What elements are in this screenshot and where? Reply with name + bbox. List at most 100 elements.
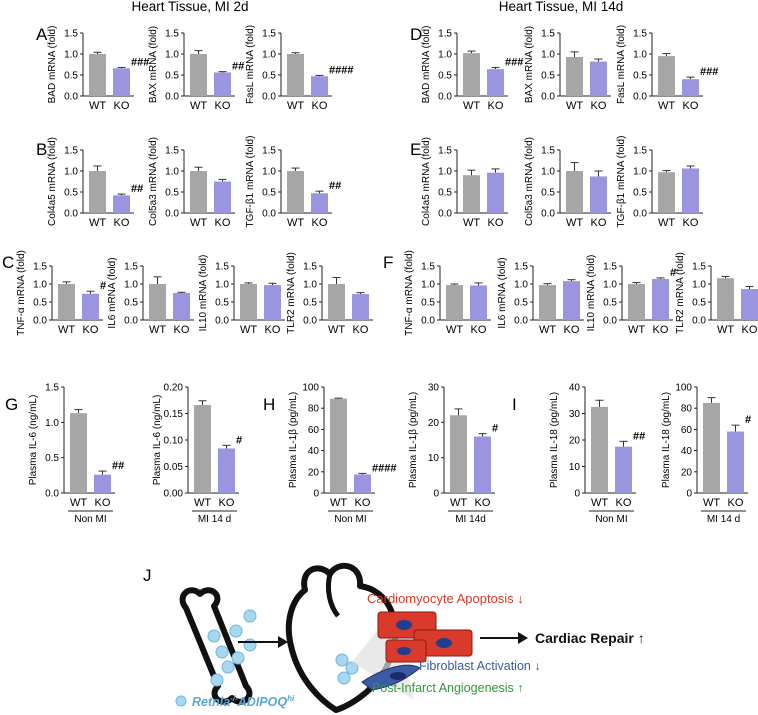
x-category-label: WT [89, 100, 106, 112]
bar-wt [70, 413, 87, 493]
chart-c4: 0.0 0.5 1.0 1.5 TLR2 mRNA (fold) WT KO [286, 252, 373, 336]
chart-d2: 0.0 0.5 1.0 1.5 BAX mRNA (fold) WT KO [524, 26, 611, 112]
y-tick-label: 0.5 [603, 298, 617, 309]
y-axis-label: Plasma IL-6 (ng/mL) [28, 395, 39, 486]
x-category-label: WT [328, 324, 345, 336]
y-tick-label: 100 [302, 383, 319, 394]
y-tick-label: 1.0 [165, 50, 179, 61]
y-tick-label: 1.5 [165, 29, 179, 40]
y-tick-label: 0.0 [633, 92, 647, 103]
y-tick-label: 0.5 [303, 298, 317, 309]
y-tick-label: 1.5 [262, 29, 276, 40]
y-axis-label: Plasma IL-1β (pg/mL) [288, 392, 299, 488]
x-category-label: WT [539, 324, 556, 336]
significance-marker: ### [131, 56, 149, 68]
y-tick-label: 20 [428, 418, 440, 429]
significance-marker: ## [131, 183, 143, 195]
y-tick-label: 1.5 [514, 262, 528, 273]
y-tick-label: 1.5 [303, 262, 317, 273]
bar-wt [446, 285, 463, 320]
panel-letter-d: D [410, 25, 422, 44]
y-tick-label: 1.0 [633, 50, 647, 61]
bar-wt [240, 284, 257, 320]
bar-wt [190, 54, 207, 96]
x-axis-label: MI 14 d [198, 514, 231, 525]
bar-wt [450, 415, 467, 493]
y-tick-label: 0.5 [124, 298, 138, 309]
y-tick-label: 1.0 [421, 280, 435, 291]
x-category-label: KO [683, 217, 699, 229]
x-category-label: WT [463, 217, 480, 229]
x-category-label: KO [114, 217, 130, 229]
y-axis-label: TGF-β1 mRNA (fold) [616, 136, 627, 228]
panel-letter-a: A [36, 25, 48, 44]
bar-ko [82, 293, 99, 320]
chart-c1: 0.0 0.5 1.0 1.5 TNF-α mRNA (fold) WT KO # [16, 250, 106, 336]
y-tick-label: 1.5 [541, 29, 555, 40]
x-category-label: WT [190, 100, 207, 112]
bar-wt [703, 402, 720, 493]
x-category-label: KO [683, 100, 699, 112]
cell-legend-label: Retnla-/-ADIPOQhi [192, 694, 295, 709]
schematic-j: Cardiomyocyte Apoptosis ↓ Cardiac Repair… [175, 562, 645, 713]
y-tick-label: 1.0 [262, 50, 276, 61]
y-tick-label: 0.0 [438, 209, 452, 220]
bar-ko [354, 474, 371, 493]
y-tick-label: 0.5 [262, 188, 276, 199]
bar-ko [173, 293, 190, 320]
bar-ko [615, 446, 632, 493]
y-axis-label: Plasma IL-18 (pg/mL) [549, 392, 560, 488]
bar-ko [682, 168, 699, 213]
significance-marker: # [492, 423, 498, 435]
bar-ko [682, 79, 699, 96]
x-category-label: WT [658, 217, 675, 229]
y-tick-label: 0 [313, 489, 319, 500]
x-category-label: WT [717, 324, 734, 336]
panel-letter-h: H [263, 395, 275, 414]
y-tick-label: 1.5 [603, 262, 617, 273]
chart-a3: 0.0 0.5 1.0 1.5 FasL mRNA (fold) WT KO #### [245, 25, 353, 112]
repair-text: Cardiac Repair ↑ [535, 630, 645, 646]
y-tick-label: 0.10 [164, 436, 184, 447]
x-category-label: KO [564, 324, 580, 336]
y-tick-label: 1.0 [633, 167, 647, 178]
x-category-label: WT [58, 324, 75, 336]
y-tick-label: 0.00 [164, 489, 184, 500]
y-tick-label: 1.0 [124, 280, 138, 291]
panel-letter-e: E [410, 140, 421, 159]
y-tick-label: 0.0 [262, 92, 276, 103]
x-category-label: WT [194, 497, 211, 509]
x-category-label: WT [566, 217, 583, 229]
y-tick-label: 1.5 [438, 29, 452, 40]
bar-wt [287, 171, 304, 213]
x-category-label: KO [353, 324, 369, 336]
y-tick-label: 0.5 [541, 71, 555, 82]
y-tick-label: 0.0 [262, 209, 276, 220]
fibroblast-icon [361, 664, 421, 691]
y-tick-label: 1.0 [303, 280, 317, 291]
x-category-label: WT [566, 100, 583, 112]
bar-ko [352, 294, 369, 320]
significance-marker: ## [112, 460, 124, 472]
y-tick-label: 0 [686, 489, 692, 500]
bar-wt [591, 406, 608, 493]
x-category-label: KO [215, 217, 231, 229]
y-axis-label: Col4a5 mRNA (fold) [421, 137, 432, 226]
y-tick-label: 0.0 [165, 92, 179, 103]
y-tick-label: 1.5 [64, 146, 78, 157]
y-tick-label: 0.5 [64, 188, 78, 199]
x-category-label: KO [83, 324, 99, 336]
bar-wt [58, 284, 75, 320]
y-tick-label: 0.5 [64, 71, 78, 82]
x-category-label: WT [658, 100, 675, 112]
bar-ko [214, 72, 231, 96]
y-tick-label: 0.0 [633, 209, 647, 220]
panel-letter-c: C [2, 253, 14, 272]
y-tick-label: 1.5 [165, 146, 179, 157]
x-category-label: WT [703, 497, 720, 509]
bar-ko [487, 69, 504, 96]
x-category-label: KO [215, 100, 231, 112]
chart-h2: 0 10 20 30 Plasma IL-1β (pg/mL) WT KO # MI 14d [408, 383, 498, 526]
y-tick-label: 1.5 [262, 146, 276, 157]
